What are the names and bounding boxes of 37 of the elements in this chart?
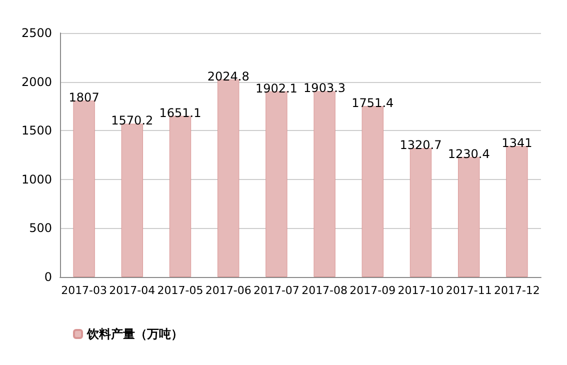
bar — [121, 124, 143, 277]
bar — [266, 91, 288, 277]
x-tick-label: 2017-05 — [157, 284, 204, 297]
bar — [169, 116, 192, 277]
bar — [410, 148, 432, 277]
bar — [314, 91, 336, 277]
y-tick-label: 2500 — [21, 26, 52, 40]
x-tick-label: 2017-10 — [398, 284, 444, 297]
y-tick-label: 1500 — [21, 124, 52, 138]
bar — [506, 146, 528, 277]
bar — [362, 106, 384, 277]
x-tick-label: 2017-07 — [253, 284, 300, 297]
data-label: 1807 — [68, 90, 100, 105]
data-label: 1570.2 — [111, 114, 154, 128]
x-tick-label: 2017-11 — [446, 284, 492, 297]
x-tick-label: 2017-12 — [494, 284, 540, 297]
x-tick-label: 2017-09 — [350, 284, 396, 297]
y-tick-label: 0 — [44, 270, 52, 284]
data-label: 1230.4 — [448, 146, 490, 161]
y-tick-label: 2000 — [21, 74, 52, 89]
data-label: 1320.7 — [400, 138, 442, 152]
data-label: 1651.1 — [159, 106, 202, 120]
x-tick-label: 2017-08 — [302, 284, 348, 297]
x-tick-label: 2017-04 — [109, 284, 156, 297]
y-tick-label: 1000 — [21, 172, 52, 186]
bar — [73, 100, 95, 277]
data-label: 1341 — [502, 136, 532, 150]
data-label: 1902.1 — [255, 81, 298, 96]
data-label: 1903.3 — [304, 81, 346, 96]
data-label: 2024.8 — [207, 69, 250, 84]
legend-label: 饮料产量（万吨） — [86, 327, 183, 341]
y-tick-label: 500 — [29, 221, 52, 236]
bar — [458, 156, 480, 277]
x-tick-label: 2017-06 — [205, 284, 252, 297]
bar — [218, 79, 240, 277]
data-label: 1751.4 — [352, 96, 394, 110]
x-tick-label: 2017-03 — [61, 284, 108, 297]
